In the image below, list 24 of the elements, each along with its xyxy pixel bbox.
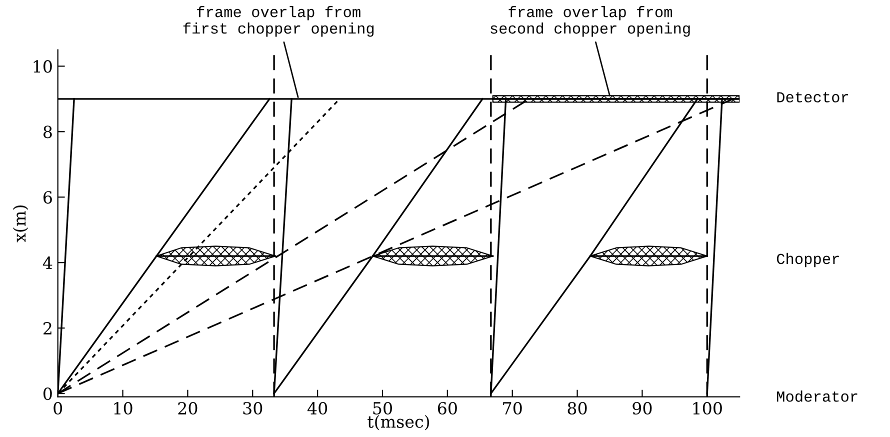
text: Chopper — [776, 252, 839, 268]
x-tick-label: 30 — [243, 402, 262, 415]
y-tick-label: 4 — [42, 256, 52, 269]
y-tick-label: 2 — [44, 322, 52, 334]
y-axis-title: x(m) — [12, 206, 28, 242]
x-tick-label: 40 — [307, 402, 328, 415]
x-tick-label: 10 — [114, 402, 132, 415]
x-axis-title: t(msec) — [368, 415, 430, 430]
x-tick-label: 60 — [438, 402, 457, 415]
y-tick-label: 6 — [44, 191, 52, 204]
x-tick-label: 100 — [693, 402, 722, 415]
x-tick-label: 80 — [568, 402, 587, 415]
x-tick-label: 70 — [503, 402, 522, 415]
y-tick-label: 8 — [44, 126, 52, 138]
annotation: frame overlap from first chopper opening — [183, 6, 374, 37]
x-tick-label: 20 — [178, 402, 198, 415]
x-tick-label: 90 — [632, 402, 652, 415]
annotation: frame overlap from second chopper opening — [490, 6, 690, 37]
text: Detector — [777, 92, 848, 102]
text: Moderator — [777, 390, 858, 402]
y-tick-label: 10 — [34, 60, 52, 73]
x-tick-label: 0 — [54, 402, 62, 415]
x-tick-label: 50 — [373, 402, 392, 415]
y-tick-label: 0 — [43, 387, 52, 400]
